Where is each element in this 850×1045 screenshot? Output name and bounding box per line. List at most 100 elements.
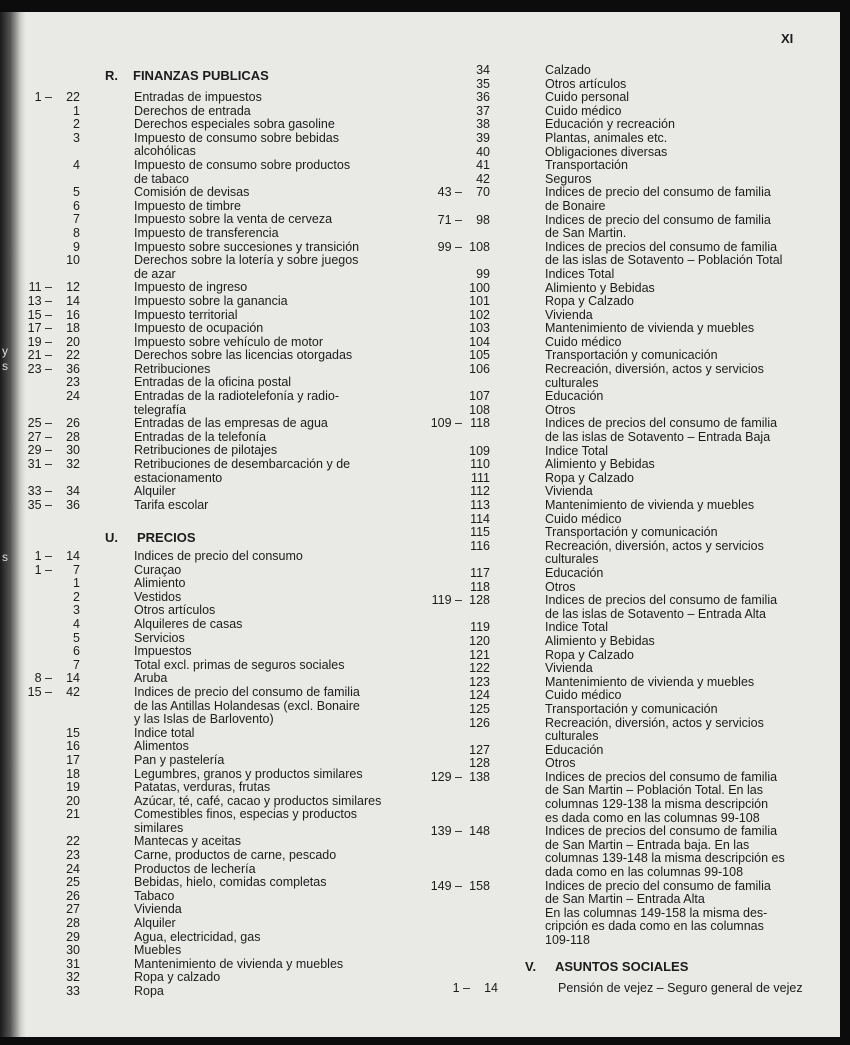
column-number: 100 [469,280,490,295]
index-entry: 121 Ropa y Calzado [0,648,840,663]
index-entry: 1 Alimiento [0,577,840,591]
index-entry: 33 – 34 Alquiler [0,485,840,499]
description-line: Agua, electricidad, gas [134,929,261,944]
index-entry: 25 Bebidas, hielo, comidas completas [0,876,840,890]
index-entry: 109 – 118 Indices de precios del consumo d… [0,417,840,444]
entry-description: Impuesto de transferencia [134,226,840,241]
description-line: Plantas, animales etc. [545,130,668,145]
description-line: Impuesto sobre la venta de cerveza [134,212,333,227]
entry-description: Otros [545,403,840,418]
entry-description: Azúcar, té, café, cacao y productos simi… [134,793,840,809]
index-entry: 34 Calzado [0,63,840,78]
column-number: 158 [469,878,490,893]
description-line: Vestidos [134,589,182,604]
entry-description: Cuido personal [545,91,840,105]
description-line: Indice Total [545,443,609,458]
entry-description: Impuesto territorial [134,308,840,323]
column-number: 111 [470,470,490,485]
column-number: 120 [469,633,490,648]
index-entry: 4 Impuesto de consumo sobre productos de t… [0,158,840,186]
column-number: 36 [476,90,490,105]
description-line: Azúcar, té, café, cacao y productos simi… [134,793,382,808]
column-range-start: 15 – [27,307,52,322]
index-entry: 21 Comestibles finos, especias y producto… [0,808,840,835]
column-number: 122 [469,661,490,676]
description-line: Impuestos [134,644,192,659]
column-range-start: 23 – [27,361,52,376]
entry-description: Derechos especiales sobra gasoline [134,118,840,132]
description-line: Impuesto de consumo sobre bebidas [134,130,339,145]
column-number: 138 [469,769,490,784]
entry-description: Seguros [545,172,840,187]
column-number: 22 [66,834,80,849]
entry-description: Indices Total [545,267,840,282]
entry-description: Indice Total [545,621,840,635]
column-number: 1 [73,103,80,118]
column-number: 126 [469,715,490,730]
column-number: 32 [66,970,80,985]
section-letter: V. [525,959,537,974]
entry-description: Retribuciones de pilotajes [134,444,840,458]
column-number: 125 [469,701,490,716]
column-number: 6 [73,198,80,213]
description-line: Indices de precios del consumo de famili… [545,593,778,608]
description-line: Derechos sobre la lotería y sobre juegos [134,253,359,268]
description-line: estacionamento [134,470,223,485]
entry-description: Educación [545,566,840,581]
entry-description: Plantas, animales etc. [545,130,840,146]
column-number: 24 [66,861,80,876]
description-line: Impuesto sobre la ganancia [134,293,288,308]
index-entry: 3 Otros artículos [0,604,840,618]
entry-description: Vestidos [134,589,840,605]
description-line: Entradas de la oficina postal [134,375,292,390]
description-line: culturales [545,375,599,390]
entry-description: Indices de precios del consumo de famili… [545,770,840,825]
index-entry: 4 Alquileres de casas [0,617,840,632]
column-number: 18 [66,766,80,781]
description-line: columnas 139-148 la misma descripción es [545,851,785,866]
column-number: 112 [470,484,490,499]
index-entry: 35 Otros artículos [0,77,840,92]
column-number: 16 [66,739,80,754]
description-line: Vivienda [545,484,593,499]
column-range-start: 129 – [430,769,462,784]
index-entry: 7 Total excl. primas de seguros sociales [0,657,840,673]
column-number: 18 [66,321,80,336]
index-entry: 21 – 22 Derechos sobre las licencias otorg… [0,349,840,363]
index-entry: 29 – 30 Retribuciones de pilotajes [0,444,840,458]
description-line: Alquiler [134,484,176,499]
index-entry: 122 Vivienda [0,662,840,676]
description-line: Aruba [134,671,168,686]
column-number: 21 [66,807,80,822]
index-entry: 6 Impuestos [0,645,840,659]
column-range-start: 35 – [27,497,52,512]
description-line: alcohólicas [134,144,196,159]
column-number: 41 [476,158,490,173]
entry-description: Aruba [134,672,840,686]
entry-description: Obligaciones diversas [545,145,840,160]
column-number: 7 [73,657,80,672]
column-range-start: 29 – [27,443,52,458]
index-entry: 99 – 108 Indices de precios del consumo de… [0,239,840,268]
description-line: de las islas de Sotavento – Entrada Alta [545,606,766,621]
index-entry: 6 Impuesto de timbre [0,198,840,214]
column-number: 128 [469,756,490,771]
description-line: de tabaco [134,171,189,186]
description-line: Mantenimiento de vivienda y muebles [134,956,344,971]
index-entry: 8 Impuesto de transferencia [0,226,840,241]
entry-description: Impuesto de ingreso [134,281,840,295]
entry-description: Transportación y comunicación [545,702,840,717]
index-entry: 114 Cuido médico [0,512,840,527]
column-range-start: 99 – [437,239,462,254]
description-line: Otros [545,756,576,771]
index-entry: 17 – 18 Impuesto de ocupación [0,321,840,336]
index-entry: 24 Productos de lechería [0,861,840,877]
column-number: 7 [73,212,80,227]
index-entry: 31 – 32 Retribuciones de desembarcación y … [0,457,840,485]
entry-description: Productos de lechería [134,862,840,877]
entry-description: Impuesto de ocupación [134,321,840,336]
index-entry: 13 – 14 Impuesto sobre la ganancia [0,293,840,309]
index-entry: 123 Mantenimiento de vivienda y muebles [0,675,840,690]
description-line: Impuesto sobre succesiones y transición [134,239,360,254]
description-line: Cuido personal [545,90,630,105]
